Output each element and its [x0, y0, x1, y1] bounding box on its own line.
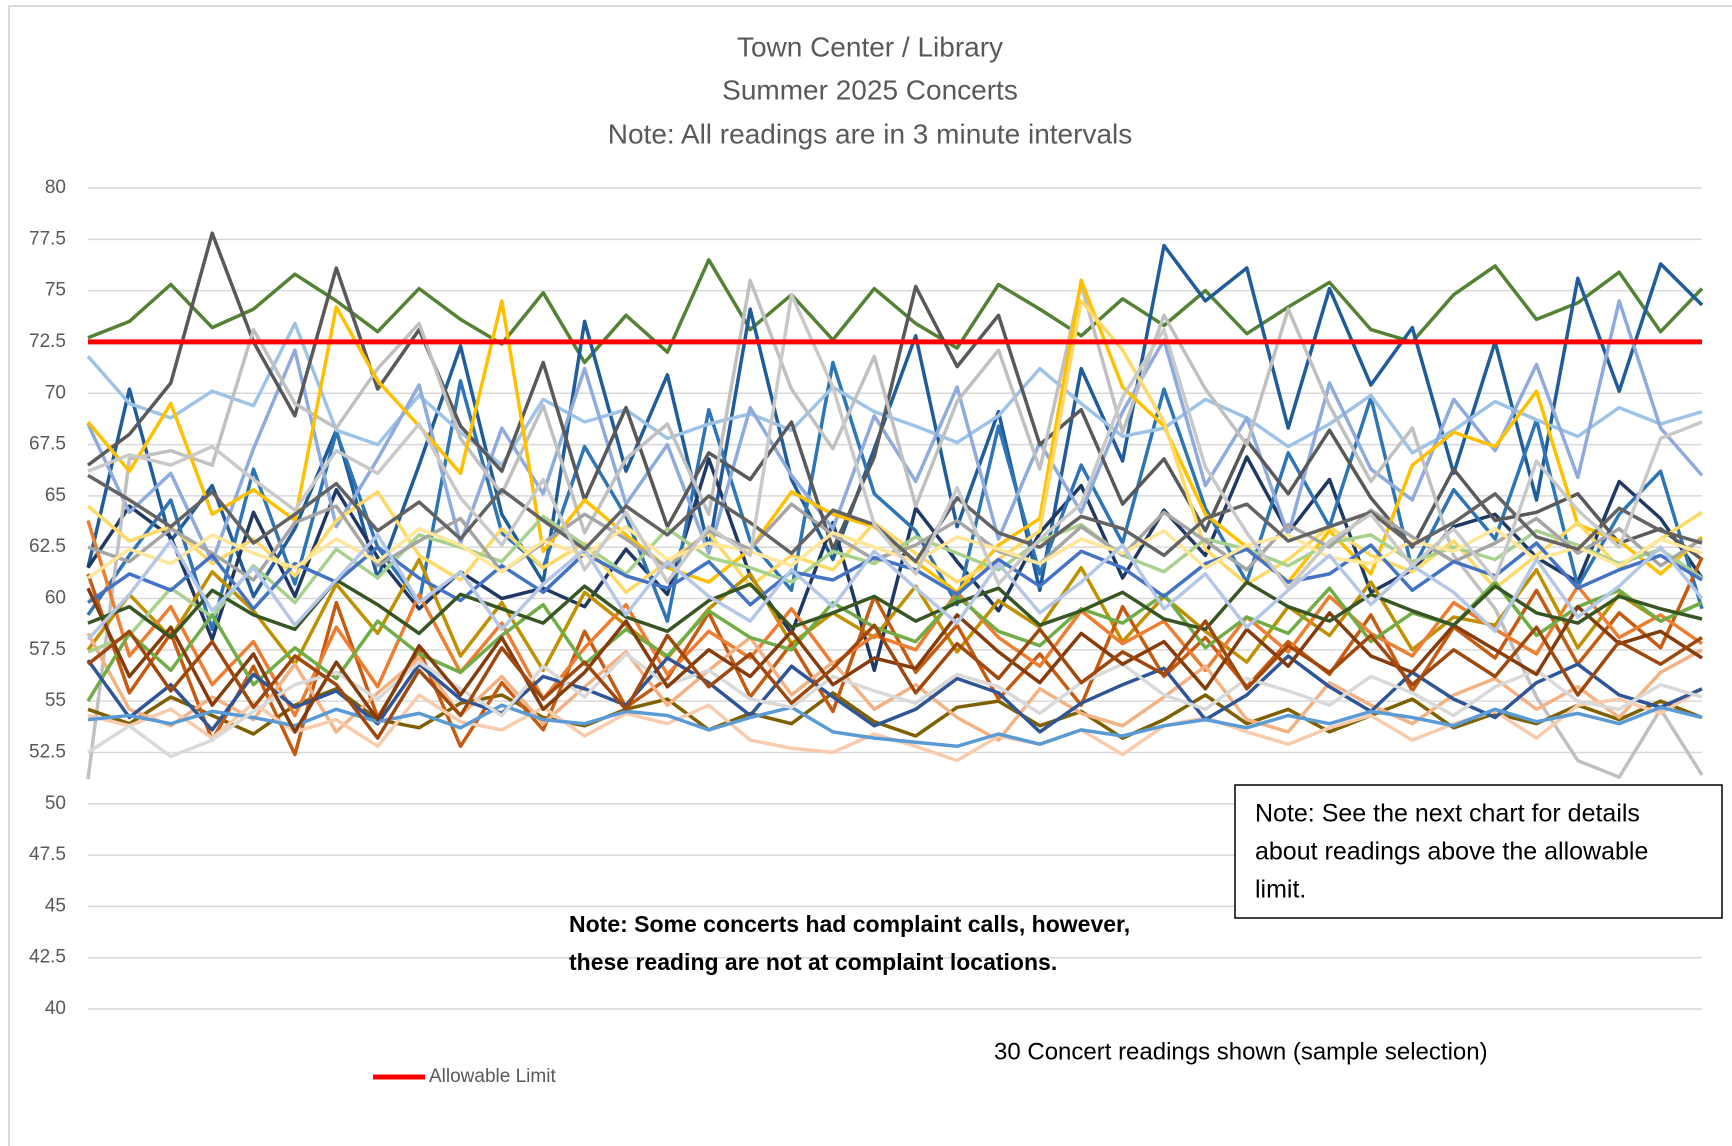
y-tick-label: 60: [45, 588, 66, 609]
y-tick-label: 52.5: [29, 741, 66, 762]
series-line: [87, 687, 1703, 740]
chart-title: Town Center / Library: [737, 31, 1003, 62]
series-line: [87, 578, 1703, 640]
series-line: [87, 703, 1703, 749]
annotation-box: [1234, 784, 1723, 919]
y-tick-label: 67.5: [29, 434, 66, 455]
series-line: [86, 278, 1704, 780]
y-tick-label: 50: [45, 793, 66, 814]
y-tick-label: 57.5: [29, 639, 66, 660]
series-line: [86, 519, 1703, 718]
y-tick-label: 40: [45, 998, 66, 1019]
annotation-text: limit.: [1255, 876, 1306, 904]
series-line: [87, 473, 1703, 564]
caption: 30 Concert readings shown (sample select…: [994, 1038, 1488, 1065]
legend-label: Allowable Limit: [429, 1066, 556, 1087]
series-line: [86, 321, 1703, 467]
y-tick-label: 77.5: [29, 228, 66, 249]
annotation-text: about readings above the allowable: [1255, 838, 1648, 866]
y-tick-label: 55: [45, 690, 66, 711]
series-line: [86, 619, 1703, 740]
series-line: [86, 231, 1704, 561]
chart-subtitle: Note: All readings are in 3 minute inter…: [608, 118, 1133, 149]
series-line: [86, 557, 1703, 673]
annotation-text: Note: See the next chart for details: [1255, 800, 1640, 828]
series-line: [86, 587, 1703, 734]
y-tick-label: 80: [45, 177, 66, 198]
y-tick-label: 72.5: [29, 331, 66, 352]
series-line: [87, 258, 1704, 365]
series-line: [86, 654, 1703, 734]
annotation-text: Note: Some concerts had complaint calls,…: [569, 911, 1130, 937]
y-tick-label: 42.5: [29, 947, 66, 968]
y-tick-label: 75: [45, 280, 66, 301]
annotation-text: these reading are not at complaint locat…: [569, 949, 1057, 975]
series-line: [87, 292, 1703, 590]
y-tick-label: 45: [45, 895, 66, 916]
y-tick-label: 62.5: [29, 536, 66, 557]
y-tick-label: 70: [45, 382, 66, 403]
y-tick-label: 47.5: [29, 844, 66, 865]
series-line: [86, 533, 1704, 641]
series-line: [87, 652, 1703, 759]
chart-subtitle: Summer 2025 Concerts: [722, 74, 1018, 105]
series-line: [87, 541, 1703, 611]
y-tick-label: 65: [45, 485, 66, 506]
